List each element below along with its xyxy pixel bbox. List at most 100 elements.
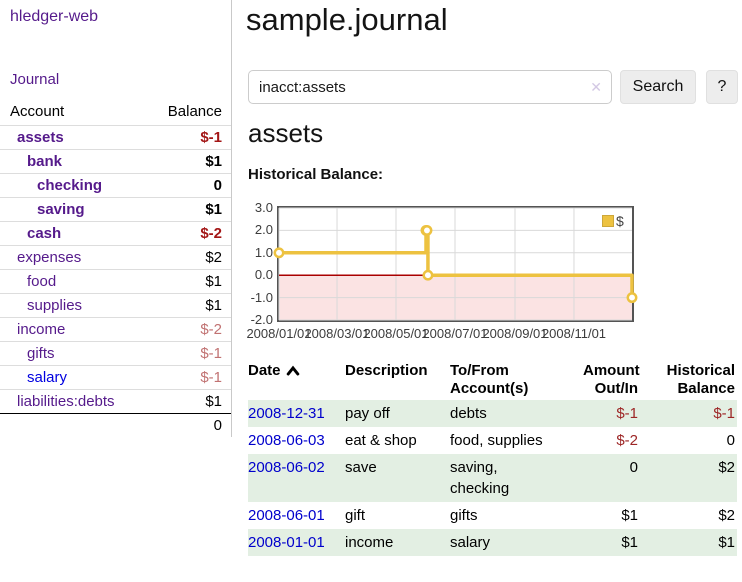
account-balance: $2 — [148, 245, 231, 270]
app-title-link[interactable]: hledger-web — [10, 8, 99, 25]
historical-balance-chart: $ 3.0 2.0 1.0 0.0 -1.0 -2.0 2008/01/01 2008/03/… — [246, 201, 742, 356]
transaction-balance: $2 — [718, 459, 735, 476]
legend-label: $ — [616, 213, 624, 229]
sidebar-item-journal[interactable]: Journal — [10, 71, 60, 88]
account-row: saving $1 — [0, 197, 231, 222]
account-row: food $1 — [0, 269, 231, 294]
accounts-total-row: 0 — [0, 413, 231, 437]
register-header-balance: Historical Balance — [666, 362, 735, 397]
transaction-balance: 0 — [726, 432, 735, 449]
register-header-row: Date Description To/From Account(s) Amou… — [248, 360, 737, 400]
x-axis-tick-label: 2008/07/01 — [422, 326, 488, 341]
chart-plot — [273, 206, 638, 322]
register-row: 2008-01-01 income salary $1 $1 — [248, 529, 737, 556]
account-row: cash $-2 — [0, 221, 231, 246]
transaction-accounts: food, supplies — [450, 432, 543, 449]
transaction-balance: $-1 — [713, 405, 735, 422]
y-axis-tick-label: -2.0 — [250, 312, 273, 327]
transaction-date-link[interactable]: 2008-06-02 — [248, 459, 325, 476]
account-link-food[interactable]: food — [27, 273, 57, 290]
register-header-date-label: Date — [248, 362, 281, 379]
help-button[interactable]: ? — [706, 70, 738, 104]
x-axis-tick-label: 2008/05/01 — [363, 326, 429, 341]
account-row: supplies $1 — [0, 293, 231, 318]
account-heading: assets — [248, 118, 324, 148]
transaction-date-link[interactable]: 2008-06-01 — [248, 507, 325, 524]
transaction-date-link[interactable]: 2008-06-03 — [248, 432, 325, 449]
x-axis-tick-label: 2008/09/01 — [482, 326, 548, 341]
chart-heading: Historical Balance: — [248, 166, 384, 183]
x-axis-tick-label: 2008/01/01 — [246, 326, 312, 341]
transaction-accounts: salary — [450, 534, 491, 551]
page-title: sample.journal — [246, 2, 448, 37]
register-header-amount: Amount Out/In — [583, 362, 640, 397]
account-row: checking 0 — [0, 173, 231, 198]
search-row: ✕ Search ? — [248, 70, 738, 104]
account-link-assets[interactable]: assets — [17, 129, 64, 146]
sort-ascending-icon — [286, 365, 299, 376]
transaction-amount: $1 — [621, 534, 638, 551]
register-header-date: Date — [248, 360, 345, 400]
transaction-amount: $-2 — [616, 432, 638, 449]
search-box: ✕ — [248, 70, 612, 104]
transaction-amount: $1 — [621, 507, 638, 524]
legend-swatch — [602, 215, 614, 227]
accounts-table: Account Balance assets $-1 bank $1 check… — [0, 100, 231, 437]
y-axis-tick-label: 3.0 — [254, 200, 273, 215]
register-row: 2008-12-31 pay off debts $-1 $-1 — [248, 400, 737, 427]
account-balance: $1 — [148, 389, 231, 414]
transaction-accounts: gifts — [450, 507, 478, 524]
account-balance: $-2 — [148, 317, 231, 342]
account-link-gifts[interactable]: gifts — [27, 345, 55, 362]
accounts-header-row: Account Balance — [0, 100, 231, 126]
transaction-accounts: saving, checking — [450, 459, 510, 497]
transaction-amount: 0 — [629, 459, 638, 476]
register-table: Date Description To/From Account(s) Amou… — [248, 360, 737, 556]
transaction-description: eat & shop — [345, 432, 417, 449]
search-input[interactable] — [248, 70, 612, 104]
x-axis-tick-label: 2008/03/01 — [304, 326, 370, 341]
account-link-saving[interactable]: saving — [37, 201, 85, 218]
account-link-bank[interactable]: bank — [27, 153, 63, 170]
chart-legend: $ — [602, 213, 624, 229]
main-content: sample.journal ✕ Search ? assets Histori… — [246, 0, 742, 582]
account-balance: $-1 — [148, 341, 231, 366]
transaction-accounts: debts — [450, 405, 487, 422]
search-button[interactable]: Search — [620, 70, 696, 104]
account-row: assets $-1 — [0, 125, 231, 150]
y-axis-tick-label: 0.0 — [254, 267, 273, 282]
transaction-date-link[interactable]: 2008-01-01 — [248, 534, 325, 551]
account-link-cash[interactable]: cash — [27, 225, 62, 242]
transaction-balance: $1 — [718, 534, 735, 551]
account-balance: $-2 — [148, 221, 231, 246]
y-axis-tick-label: -1.0 — [250, 290, 273, 305]
register-row: 2008-06-01 gift gifts $1 $2 — [248, 502, 737, 529]
account-balance: $1 — [148, 269, 231, 294]
accounts-header-balance: Balance — [167, 103, 222, 120]
transaction-description: gift — [345, 507, 366, 524]
accounts-header-account: Account — [10, 103, 65, 120]
y-axis-tick-label: 2.0 — [254, 222, 273, 237]
account-row: gifts $-1 — [0, 341, 231, 366]
clear-search-icon[interactable]: ✕ — [590, 79, 602, 95]
account-link-supplies[interactable]: supplies — [27, 297, 83, 314]
account-link-income[interactable]: income — [17, 321, 66, 338]
y-axis-tick-label: 1.0 — [254, 245, 273, 260]
transaction-amount: $-1 — [616, 405, 638, 422]
account-link-checking[interactable]: checking — [37, 177, 103, 194]
account-link-salary[interactable]: salary — [27, 369, 68, 386]
account-balance: $1 — [148, 197, 231, 222]
accounts-total-value: 0 — [148, 413, 231, 437]
transaction-balance: $2 — [718, 507, 735, 524]
sidebar: hledger-web Journal Account Balance asse… — [0, 0, 232, 437]
account-row: salary $-1 — [0, 365, 231, 390]
transaction-description: income — [345, 534, 394, 551]
account-balance: 0 — [148, 173, 231, 198]
account-link-expenses[interactable]: expenses — [17, 249, 82, 266]
account-row: expenses $2 — [0, 245, 231, 270]
account-link-liabilities-debts[interactable]: liabilities:debts — [17, 393, 115, 410]
register-row: 2008-06-02 save saving, checking 0 $2 — [248, 454, 737, 502]
register-header-description: Description — [345, 362, 428, 379]
transaction-date-link[interactable]: 2008-12-31 — [248, 405, 325, 422]
